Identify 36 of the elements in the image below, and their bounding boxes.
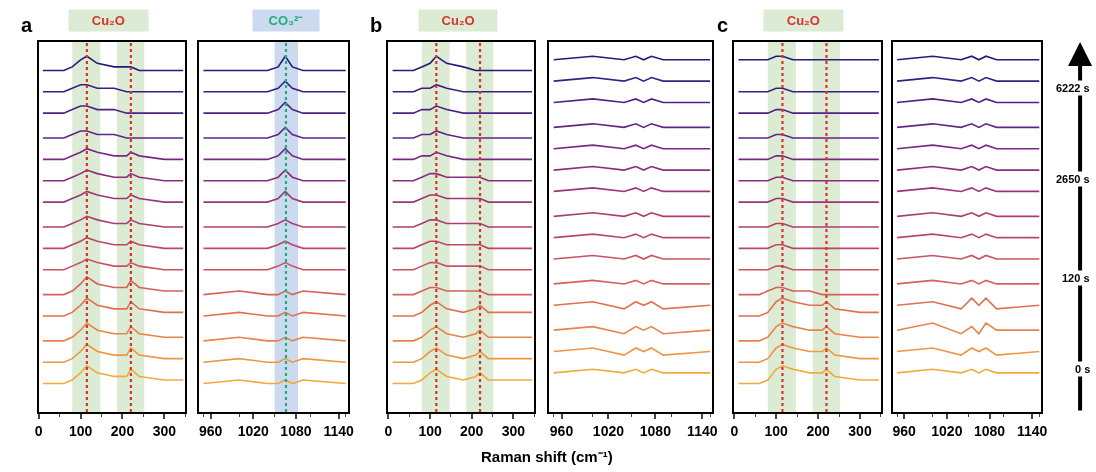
x-tick-label: 1020 <box>931 422 963 439</box>
x-tick-label: 100 <box>764 422 789 439</box>
x-tick-label: 100 <box>418 422 442 439</box>
x-tick-label: 1140 <box>687 422 718 439</box>
text: 0 s <box>1075 363 1091 375</box>
x-tick-label: 1140 <box>1017 422 1048 439</box>
text: 2650 s <box>1056 173 1090 185</box>
x-tick-label: 1080 <box>639 422 672 439</box>
x-tick-label: 1080 <box>280 422 312 439</box>
text: 120 s <box>1062 272 1090 284</box>
chart-title: Cu₂O <box>91 13 125 28</box>
x-tick-label: 1020 <box>237 422 270 439</box>
x-tick-label: 0 <box>730 422 739 439</box>
x-tick-label: 300 <box>152 422 177 439</box>
x-tick-label: 1140 <box>323 422 354 439</box>
x-tick-label: 1020 <box>592 422 625 439</box>
chart-title: CO₃²⁻ <box>268 13 304 28</box>
x-tick-label: 100 <box>68 422 93 439</box>
x-axis-title: Raman shift (cm⁻¹) <box>481 448 613 465</box>
x-tick-label: 1080 <box>973 422 1006 439</box>
text: 6222 s <box>1056 82 1090 94</box>
x-tick-label: 200 <box>460 422 484 439</box>
text: c <box>717 14 729 36</box>
x-tick-label: 0 <box>384 422 393 439</box>
x-tick-label: 200 <box>806 422 830 439</box>
text: a <box>21 14 33 36</box>
chart-title: Cu₂O <box>786 13 820 28</box>
x-tick-label: 0 <box>34 422 43 439</box>
x-tick-label: 960 <box>198 422 223 439</box>
x-tick-label: 960 <box>892 422 917 439</box>
chart-title: Cu₂O <box>441 13 475 28</box>
text: b <box>370 14 383 36</box>
x-tick-label: 300 <box>501 422 526 439</box>
x-tick-label: 960 <box>549 422 574 439</box>
x-tick-label: 200 <box>110 422 135 439</box>
x-tick-label: 300 <box>848 422 872 439</box>
